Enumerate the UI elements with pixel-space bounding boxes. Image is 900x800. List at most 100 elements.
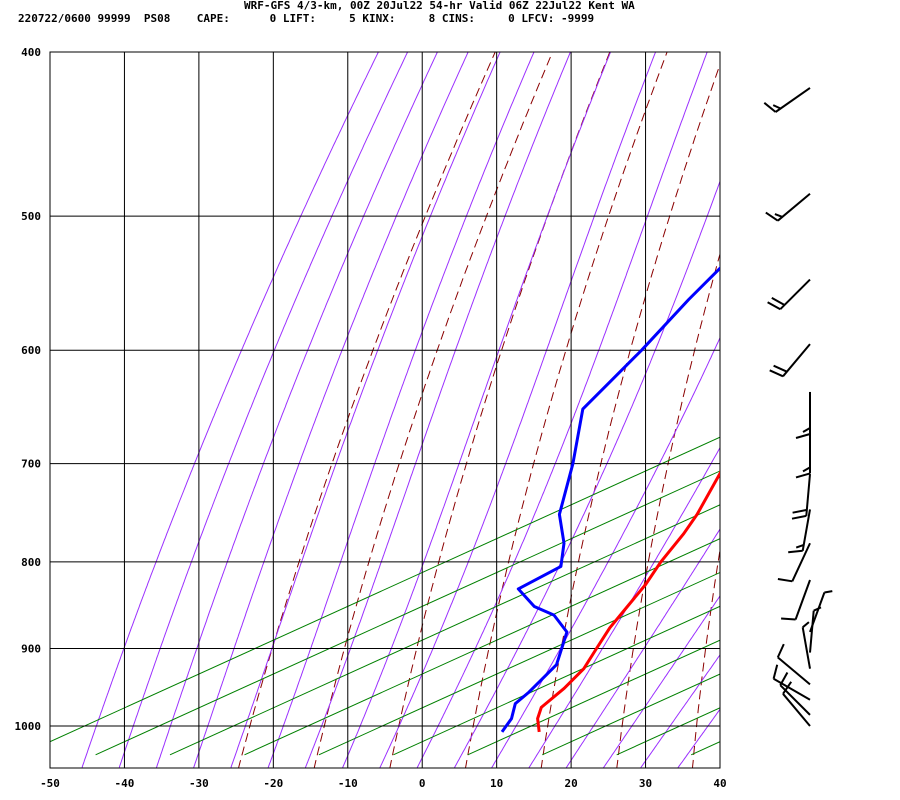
temperature-tick-label: -20 <box>263 777 283 790</box>
wind-barb-staff <box>791 542 811 582</box>
temperature-tick-label: -30 <box>189 777 209 790</box>
wind-barb-full-flag <box>773 364 788 373</box>
wind-barb-full-flag <box>791 514 807 520</box>
dry-adiabat <box>616 252 720 768</box>
wind-barb-full-flag <box>776 643 785 658</box>
dewpoint-trace <box>500 266 720 733</box>
moist-adiabat <box>453 179 720 768</box>
wind-barb-half-flag <box>824 590 833 594</box>
temperature-tick-label: -10 <box>338 777 358 790</box>
plot-border <box>49 51 721 769</box>
moist-adiabat <box>379 52 657 768</box>
wind-barb-staff <box>779 684 811 716</box>
wind-barb <box>772 664 811 701</box>
dry-adiabat <box>238 52 496 768</box>
wind-barb <box>791 473 811 520</box>
moist-adiabat <box>230 52 501 768</box>
pressure-tick-label: 800 <box>21 556 41 569</box>
moist-adiabat <box>155 52 438 768</box>
wind-barb-full-flag <box>792 508 808 514</box>
axes: 400 500 600 700 800 900 1000 -50 -40 -30 -20 -10 0 10… <box>15 46 727 790</box>
dry-adiabat <box>691 547 720 768</box>
wind-barb <box>776 643 811 686</box>
moist-adiabat <box>528 446 720 768</box>
wind-barb-full-flag <box>765 211 779 222</box>
dry-adiabat <box>768 33 900 769</box>
wind-barb <box>781 579 811 621</box>
mixing-ratio-line <box>318 571 720 756</box>
wind-barb-full-flag <box>763 102 777 113</box>
chart-header-line1: WRF-GFS 4/3-km, 00Z 20Jul22 54-hr Valid … <box>244 0 635 12</box>
pressure-tick-label: 500 <box>21 210 41 223</box>
temperature-tick-label: 30 <box>639 777 652 790</box>
wind-barb-staff <box>782 693 811 727</box>
wind-barb-full-flag <box>781 617 796 621</box>
temperature-tick-label: 20 <box>564 777 577 790</box>
wind-barb-staff <box>782 343 811 377</box>
moist-adiabat <box>490 336 720 768</box>
temperature-tick-label: 10 <box>490 777 503 790</box>
mixing-ratio-line <box>50 436 720 743</box>
moist-adiabat <box>416 52 708 768</box>
dry-adiabat <box>540 63 720 768</box>
mixing-ratio-line <box>169 504 720 756</box>
moist-adiabat <box>304 52 571 768</box>
wind-barb-full-flag <box>782 681 793 695</box>
wind-barb <box>795 391 811 439</box>
pressure-tick-label: 600 <box>21 344 41 357</box>
moist-adiabat <box>118 52 409 768</box>
moist-adiabat <box>677 708 720 768</box>
moist-adiabat <box>267 52 535 768</box>
wind-barb-staff <box>809 592 826 633</box>
dry-adiabat <box>313 52 554 768</box>
wind-barb <box>763 87 811 113</box>
mixing-ratio-line <box>616 707 720 756</box>
wind-barb-half-flag <box>802 621 810 629</box>
wind-barb-staff <box>773 677 811 701</box>
guide-lines <box>50 33 900 769</box>
wind-barb-staff <box>775 87 811 113</box>
wind-barb <box>769 343 811 378</box>
wind-barb-full-flag <box>771 297 785 306</box>
pressure-tick-label: 900 <box>21 642 41 655</box>
wind-barb <box>809 590 833 633</box>
mixing-ratio-line <box>393 605 720 756</box>
mixing-ratio-line <box>244 538 720 756</box>
grid-lines <box>49 51 721 769</box>
wind-barb-half-flag <box>774 213 783 218</box>
temperature-tick-label: -40 <box>115 777 135 790</box>
wind-barb <box>795 431 811 479</box>
moist-adiabat <box>192 52 469 768</box>
wind-barb-staff <box>805 473 811 516</box>
dry-adiabat <box>464 52 668 768</box>
mixing-ratio-line <box>95 470 720 756</box>
wind-barb-staff <box>801 509 811 551</box>
temperature-trace <box>536 470 720 733</box>
wind-barb-full-flag <box>772 664 779 680</box>
wind-barb-half-flag <box>802 427 811 433</box>
moist-adiabat <box>81 52 379 768</box>
wind-barb-full-flag <box>788 549 803 554</box>
wind-barb <box>767 278 811 311</box>
mixing-ratio-line <box>690 741 720 756</box>
dry-adiabat <box>844 33 900 769</box>
moist-adiabat <box>565 528 720 768</box>
wind-barb-full-flag <box>777 578 793 583</box>
pressure-tick-label: 1000 <box>15 720 42 733</box>
wind-barb <box>788 509 811 554</box>
wind-barb <box>777 542 811 583</box>
wind-barb-half-flag <box>795 543 805 549</box>
wind-barb-full-flag <box>795 472 811 479</box>
wind-barb-staff <box>779 278 811 310</box>
dry-adiabat <box>389 52 611 768</box>
wind-barb-staff <box>809 610 815 653</box>
wind-barb-full-flag <box>795 433 811 439</box>
wind-barb-staff <box>777 192 811 222</box>
wind-barb-half-flag <box>772 104 781 110</box>
sounding-traces <box>500 266 720 733</box>
wind-barb-staff <box>794 579 811 620</box>
chart-header-line2: 220722/0600 99999 PS08 CAPE: 0 LIFT: 5 K… <box>18 12 595 25</box>
wind-barb <box>782 681 811 727</box>
wind-barb-staff <box>777 656 811 686</box>
